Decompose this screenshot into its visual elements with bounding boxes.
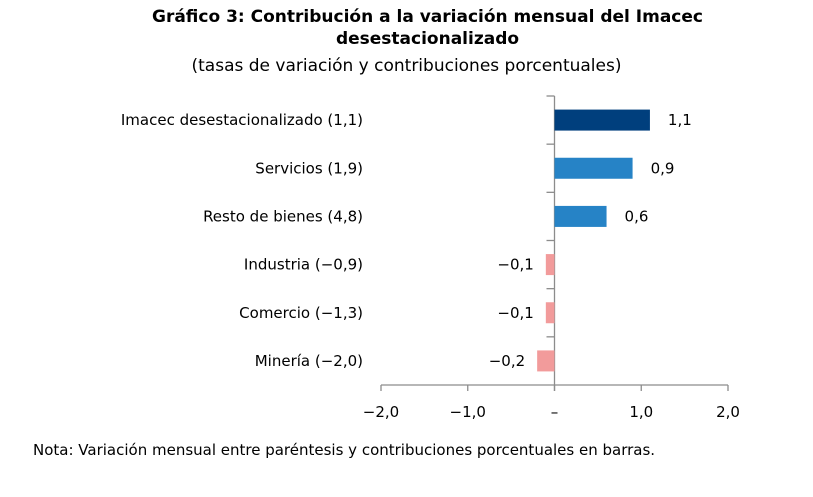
data-label: 1,1	[668, 111, 692, 129]
bar-4	[545, 254, 555, 276]
data-label: 0,6	[625, 207, 649, 225]
x-tick-label: −1,0	[450, 403, 486, 421]
bar-2	[554, 157, 633, 179]
x-tick-label: −2,0	[363, 403, 399, 421]
data-label: 0,9	[651, 159, 675, 177]
data-label: −0,1	[497, 304, 533, 322]
category-label: Resto de bienes (4,8)	[203, 207, 363, 225]
x-tick-label: 2,0	[716, 403, 740, 421]
category-label: Comercio (−1,3)	[239, 304, 363, 322]
chart-title-line-1: Gráfico 3: Contribución a la variación m…	[152, 7, 703, 27]
chart-note: Nota: Variación mensual entre paréntesis…	[33, 441, 656, 459]
data-label: −0,1	[497, 256, 533, 274]
bar-3	[554, 205, 607, 227]
category-label: Industria (−0,9)	[244, 256, 363, 274]
data-label: −0,2	[489, 352, 525, 370]
chart-subtitle: (tasas de variación y contribuciones por…	[0, 55, 813, 77]
category-label: Minería (−2,0)	[255, 352, 363, 370]
bar-5	[545, 302, 555, 324]
category-label: Servicios (1,9)	[255, 159, 363, 177]
chart-title: Gráfico 3: Contribución a la variación m…	[0, 6, 813, 50]
chart-subtitle-text: (tasas de variación y contribuciones por…	[191, 56, 622, 76]
chart-title-line-2: desestacionalizado	[335, 29, 520, 49]
category-label: Imacec desestacionalizado (1,1)	[121, 111, 363, 129]
x-tick-label: –	[551, 403, 559, 421]
bar-6	[537, 350, 555, 372]
x-tick-label: 1,0	[629, 403, 653, 421]
bar-1	[554, 109, 650, 131]
